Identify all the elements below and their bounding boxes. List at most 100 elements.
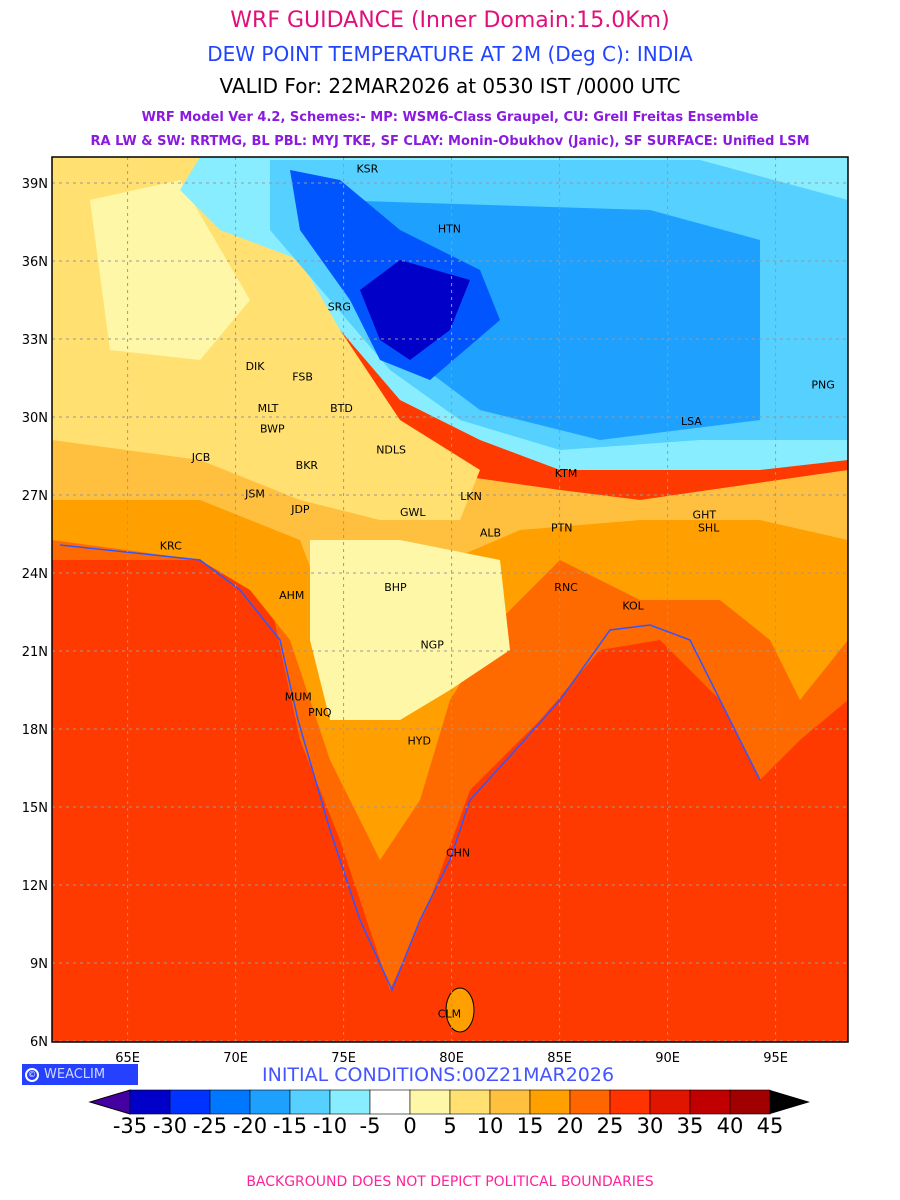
colorbar-label: 30 — [637, 1114, 664, 1138]
colorbar-label: -10 — [313, 1114, 347, 1138]
shaded-field: KSR HTN SRG DIK FSB MLT BWP BTD JCB BKR NDLS JSM JDP… — [52, 157, 848, 1042]
colorbar-swatch — [369, 1089, 411, 1115]
model-info-line2: RA LW & SW: RRTMG, BL PBL: MYJ TKE, SF C… — [90, 134, 810, 149]
zone-0-5 — [310, 540, 510, 720]
variable-title: DEW POINT TEMPERATURE AT 2M (Deg C): IND… — [207, 42, 693, 66]
lon-tick-label: 85E — [547, 1051, 572, 1066]
station-label: PNQ — [308, 706, 332, 719]
lat-tick-label: 30N — [22, 411, 48, 426]
station-label: AHM — [279, 589, 304, 602]
station-label: PNG — [811, 378, 834, 391]
colorbar-swatch — [169, 1089, 211, 1115]
dew-point-map: KSR HTN SRG DIK FSB MLT BWP BTD JCB BKR NDLS JSM JDP… — [22, 156, 849, 1138]
station-label: GHT — [693, 508, 717, 521]
colorbar-swatch — [529, 1089, 571, 1115]
station-label: RNC — [554, 581, 578, 594]
station-label: KRC — [160, 540, 182, 553]
lon-tick-label: 75E — [331, 1051, 356, 1066]
logo-text: WEACLIM — [44, 1067, 106, 1082]
copyright-icon: © — [25, 1067, 39, 1082]
lon-tick-label: 70E — [223, 1051, 248, 1066]
colorbar-label: 0 — [403, 1114, 416, 1138]
colorbar: -35 -30 -25 -20 -15 -10 -5 0 5 10 15 20 25 30 35 40 45 — [88, 1089, 810, 1138]
lat-tick-label: 12N — [22, 879, 48, 894]
station-label: HYD — [407, 735, 430, 748]
station-label: ALB — [480, 527, 501, 540]
station-label: BTD — [330, 402, 353, 415]
colorbar-swatch — [569, 1089, 611, 1115]
station-label: LKN — [460, 490, 482, 503]
coastline — [59, 544, 761, 992]
colorbar-label: -20 — [233, 1114, 267, 1138]
station-label: JSM — [244, 488, 265, 501]
station-label: GWL — [400, 506, 426, 519]
station-label: CHN — [446, 846, 470, 859]
colorbar-over-arrow — [770, 1090, 810, 1114]
colorbar-label: 5 — [443, 1114, 456, 1138]
colorbar-swatch — [409, 1089, 451, 1115]
colorbar-label: 20 — [557, 1114, 584, 1138]
zone-minus30-minus35 — [360, 260, 470, 360]
station-label: MUM — [285, 690, 312, 703]
colorbar-swatch — [689, 1089, 731, 1115]
axis-labels: 65E 70E 75E 80E 85E 90E 95E 39N 36N 33N 30N 27N 24N 2… — [22, 177, 788, 1066]
map-frame — [51, 156, 849, 1043]
station-label: NDLS — [376, 443, 406, 456]
lat-tick-label: 39N — [22, 177, 48, 192]
lat-tick-label: 15N — [22, 801, 48, 816]
colorbar-label: 45 — [757, 1114, 784, 1138]
station-labels: KSR HTN SRG DIK FSB MLT BWP BTD JCB BKR NDLS JSM JDP… — [160, 163, 835, 1021]
colorbar-swatch — [209, 1089, 251, 1115]
station-label: SRG — [328, 300, 351, 313]
initial-conditions: INITIAL CONDITIONS:00Z21MAR2026 — [262, 1064, 615, 1086]
colorbar-swatch — [129, 1089, 171, 1115]
lat-tick-label: 27N — [22, 489, 48, 504]
colorbar-label: 40 — [717, 1114, 744, 1138]
chart-title: WRF GUIDANCE (Inner Domain:15.0Km) — [230, 8, 670, 33]
colorbar-swatch — [329, 1089, 371, 1115]
colorbar-label: -25 — [193, 1114, 227, 1138]
station-label: BHP — [384, 581, 407, 594]
station-label: CLM — [438, 1008, 461, 1021]
grid-lines — [52, 157, 848, 1042]
lon-tick-label: 80E — [439, 1051, 464, 1066]
colorbar-label: 15 — [517, 1114, 544, 1138]
lat-tick-label: 18N — [22, 723, 48, 738]
lat-tick-label: 6N — [30, 1035, 48, 1050]
colorbar-swatch — [489, 1089, 531, 1115]
station-label: KOL — [622, 599, 644, 612]
station-label: MLT — [258, 402, 279, 415]
station-label: DIK — [246, 360, 266, 373]
lat-tick-label: 24N — [22, 567, 48, 582]
station-label: BKR — [296, 459, 319, 472]
colorbar-swatch — [249, 1089, 291, 1115]
lon-tick-label: 95E — [763, 1051, 788, 1066]
sri-lanka — [445, 987, 475, 1033]
lat-tick-label: 33N — [22, 333, 48, 348]
colorbar-under-arrow — [88, 1089, 131, 1115]
station-label: HTN — [438, 222, 461, 235]
lat-tick-label: 21N — [22, 645, 48, 660]
lat-tick-label: 9N — [30, 957, 48, 972]
lat-tick-label: 36N — [22, 255, 48, 270]
colorbar-label: 35 — [677, 1114, 704, 1138]
lon-tick-label: 90E — [655, 1051, 680, 1066]
station-label: JCB — [191, 451, 210, 464]
station-label: LSA — [681, 415, 702, 428]
station-label: SHL — [698, 521, 720, 534]
colorbar-swatch — [609, 1089, 651, 1115]
station-label: FSB — [292, 371, 313, 384]
model-info-line1: WRF Model Ver 4.2, Schemes:- MP: WSM6-Cl… — [141, 110, 759, 125]
colorbar-label: 25 — [597, 1114, 624, 1138]
zone-0-5-nw — [90, 180, 250, 360]
footer-note: BACKGROUND DOES NOT DEPICT POLITICAL BOU… — [246, 1174, 654, 1190]
colorbar-label: -15 — [273, 1114, 307, 1138]
colorbar-label: -5 — [360, 1114, 381, 1138]
colorbar-swatch — [289, 1089, 331, 1115]
colorbar-swatch — [649, 1089, 691, 1115]
colorbar-swatch — [729, 1089, 771, 1115]
station-label: BWP — [260, 423, 285, 436]
colorbar-label: -35 — [113, 1114, 147, 1138]
station-label: JDP — [290, 503, 310, 516]
weaclim-logo: © WEACLIM — [22, 1064, 138, 1085]
